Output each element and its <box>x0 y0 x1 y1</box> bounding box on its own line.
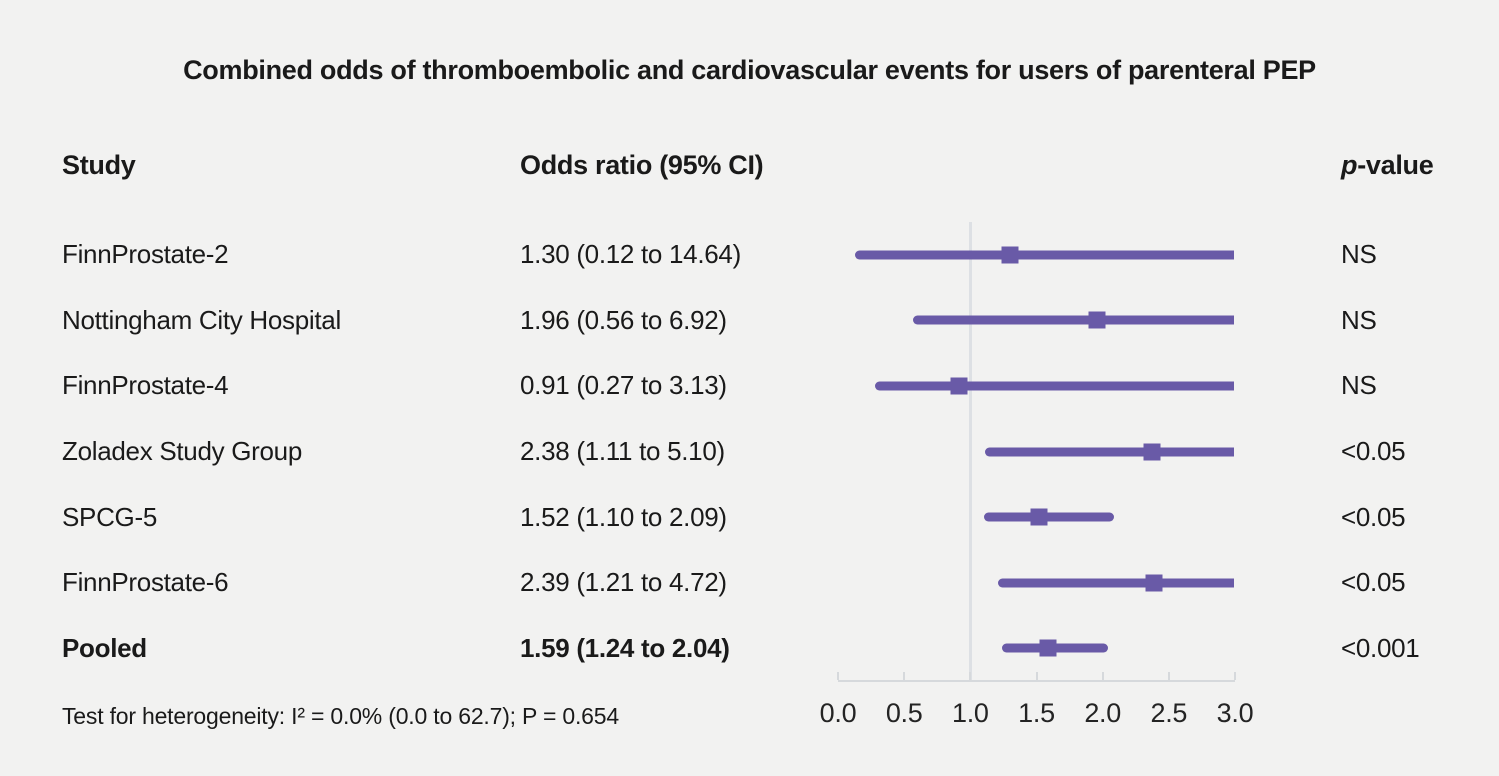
forest-row: FinnProstate-2 1.30 (0.12 to 14.64) NS <box>0 222 1499 288</box>
column-header-p-value: p-value <box>1341 150 1499 181</box>
ci-plot-cell <box>839 288 1234 354</box>
forest-row: FinnProstate-4 0.91 (0.27 to 3.13) NS <box>0 353 1499 419</box>
confidence-interval-line <box>912 315 1234 325</box>
forest-row: SPCG-5 1.52 (1.10 to 2.09) <0.05 <box>0 484 1499 550</box>
x-axis-tick <box>969 672 972 680</box>
study-name-label: Zoladex Study Group <box>62 436 302 467</box>
study-name-label: FinnProstate-4 <box>62 370 229 401</box>
confidence-interval-line <box>874 381 1234 391</box>
x-axis-tick-label: 3.0 <box>1216 698 1254 728</box>
column-header-row: Study Odds ratio (95% CI) p-value <box>0 150 1499 181</box>
x-axis-labels: 0.0 0.5 1.0 1.5 2.0 2.5 3.0 <box>820 698 1254 732</box>
study-name-label: Pooled <box>62 632 147 663</box>
heterogeneity-footnote: Test for heterogeneity: I² = 0.0% (0.0 t… <box>62 703 619 729</box>
odds-ratio-point-marker <box>1039 639 1057 657</box>
odds-ratio-point-marker <box>950 377 968 395</box>
x-axis-tick-label: 1.5 <box>1018 698 1055 728</box>
p-value-label: <0.05 <box>1341 436 1406 467</box>
x-axis-tick <box>837 672 839 680</box>
x-axis-baseline <box>838 680 1235 682</box>
forest-row: Pooled 1.59 (1.24 to 2.04) <0.001 <box>0 616 1499 682</box>
odds-ratio-point-marker <box>1143 443 1161 461</box>
odds-ratio-ci-label: 0.91 (0.27 to 3.13) <box>520 370 727 401</box>
p-value-header-suffix: -value <box>1357 150 1434 180</box>
odds-ratio-ci-label: 1.59 (1.24 to 2.04) <box>520 632 730 663</box>
x-axis-tick-label: 0.0 <box>819 698 857 728</box>
odds-ratio-ci-label: 1.96 (0.56 to 6.92) <box>520 304 727 335</box>
p-value-label: <0.05 <box>1341 567 1406 598</box>
p-value-label: NS <box>1341 304 1377 335</box>
chart-title: Combined odds of thromboembolic and card… <box>183 55 1316 85</box>
odds-ratio-point-marker <box>1088 311 1106 329</box>
odds-ratio-ci-label: 1.30 (0.12 to 14.64) <box>520 239 741 270</box>
ci-plot-cell <box>839 550 1234 616</box>
odds-ratio-ci-label: 2.39 (1.21 to 4.72) <box>520 567 727 598</box>
confidence-interval-line <box>983 512 1115 522</box>
ci-plot-cell <box>839 222 1234 288</box>
study-name-label: SPCG-5 <box>62 501 158 532</box>
study-name-label: FinnProstate-6 <box>62 567 229 598</box>
x-axis-tick <box>1167 672 1170 680</box>
x-axis-tick <box>1234 672 1236 680</box>
odds-ratio-point-marker <box>1145 574 1163 592</box>
p-value-label: NS <box>1341 370 1377 401</box>
ci-plot-cell <box>839 419 1234 485</box>
p-value-label: NS <box>1341 239 1377 270</box>
odds-ratio-point-marker <box>1030 508 1048 526</box>
x-axis <box>837 672 1236 682</box>
study-name-label: FinnProstate-2 <box>62 239 229 270</box>
x-axis-tick-label: 1.0 <box>952 698 989 728</box>
odds-ratio-ci-label: 1.52 (1.10 to 2.09) <box>520 501 727 532</box>
odds-ratio-ci-label: 2.38 (1.11 to 5.10) <box>520 436 725 467</box>
x-axis-tick-label: 0.5 <box>885 698 923 728</box>
p-value-header-italic-p: p <box>1341 150 1358 180</box>
ci-plot-cell <box>839 353 1234 419</box>
ci-plot-cell <box>839 616 1234 682</box>
forest-row: Zoladex Study Group 2.38 (1.11 to 5.10) <0… <box>0 419 1499 485</box>
reference-line-at-1 <box>969 222 972 681</box>
x-axis-tick <box>1035 672 1038 680</box>
x-axis-tick-label: 2.0 <box>1084 698 1121 728</box>
confidence-interval-line <box>998 578 1234 588</box>
column-header-study: Study <box>62 150 136 180</box>
odds-ratio-point-marker <box>1001 246 1019 264</box>
column-header-odds-ratio: Odds ratio (95% CI) <box>520 150 764 180</box>
forest-row: Nottingham City Hospital 1.96 (0.56 to 6.… <box>0 288 1499 354</box>
p-value-label: <0.001 <box>1341 632 1420 663</box>
study-name-label: Nottingham City Hospital <box>62 304 341 335</box>
ci-plot-cell <box>839 484 1234 550</box>
x-axis-tick <box>1101 672 1104 680</box>
p-value-label: <0.05 <box>1341 501 1406 532</box>
forest-row: FinnProstate-6 2.39 (1.21 to 4.72) <0.05 <box>0 550 1499 616</box>
forest-rows: FinnProstate-2 1.30 (0.12 to 14.64) NS Nott… <box>0 222 1499 681</box>
x-axis-tick-label: 2.5 <box>1150 698 1188 728</box>
confidence-interval-line <box>854 250 1234 260</box>
x-axis-tick <box>903 672 906 680</box>
confidence-interval-line <box>985 447 1234 457</box>
